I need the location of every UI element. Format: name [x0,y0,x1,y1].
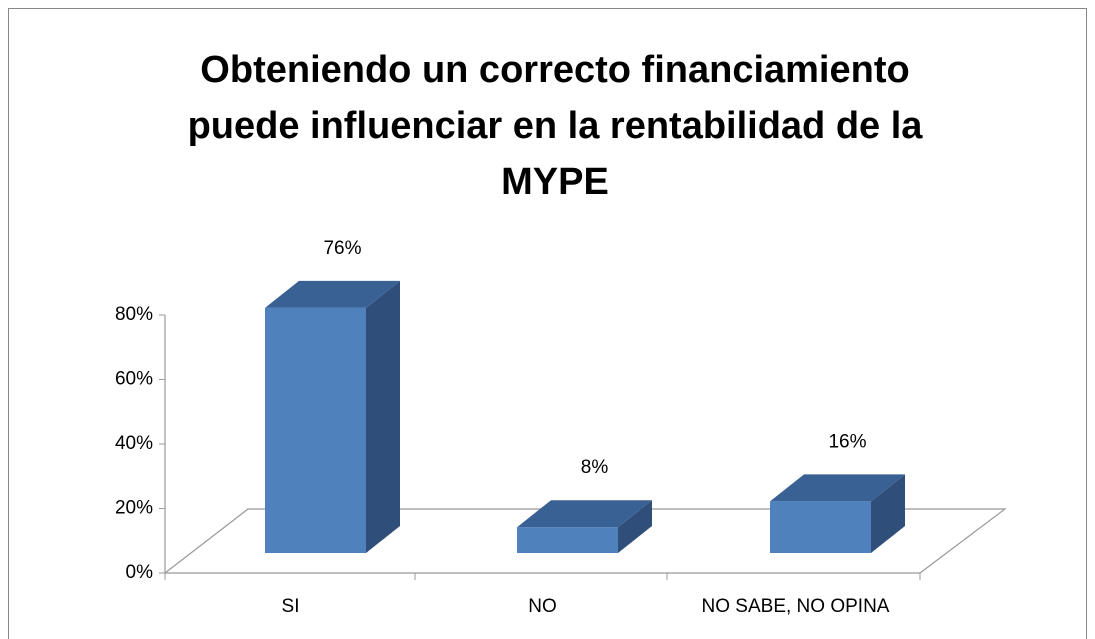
bar-top [517,500,652,528]
chart-frame [8,8,1087,639]
y-tick-label: 40% [115,433,153,454]
y-tick-label: 20% [115,498,153,519]
y-tick-label: 80% [115,304,153,325]
chart-title: Obteniendo un correcto financiamiento [200,49,909,91]
bar-top [265,280,400,308]
bar [770,501,871,553]
data-label: 16% [828,431,866,452]
data-label: 8% [581,457,609,478]
x-tick-label: NO [528,596,557,617]
bar [517,527,618,553]
chart-title: MYPE [501,161,609,203]
y-tick-label: 0% [126,562,154,583]
floor-outline [163,508,1007,574]
bar-side [366,280,400,553]
bar-top [770,474,905,502]
chart-title: puede influenciar en la rentabilidad de … [188,105,924,147]
bar [265,307,366,553]
y-tick-label: 60% [115,369,153,390]
x-tick-label: NO SABE, NO OPINA [702,596,890,617]
bar-side [871,474,905,553]
bar-side [618,500,652,553]
data-label: 76% [323,238,361,259]
x-tick-label: SI [282,596,300,617]
